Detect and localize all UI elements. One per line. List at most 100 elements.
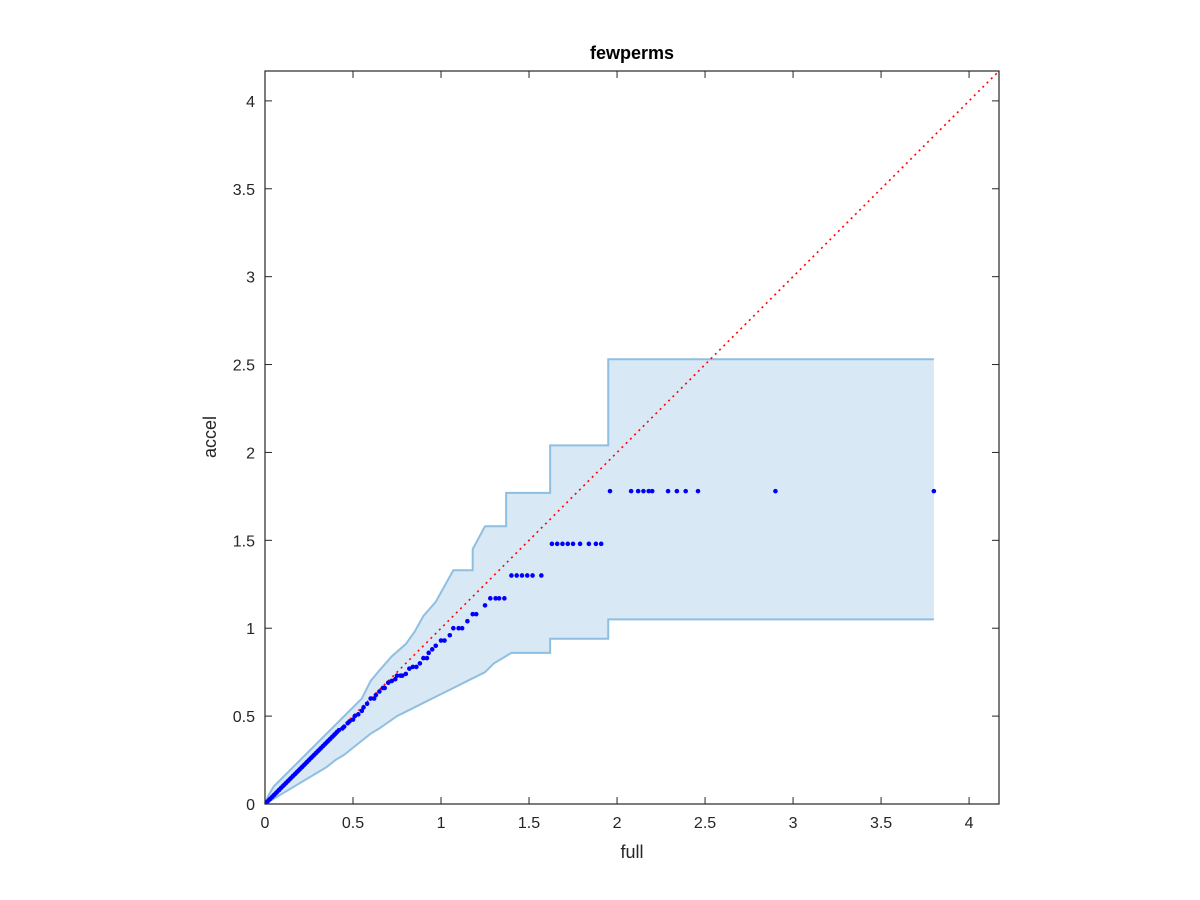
x-tick-label: 0.5 (342, 815, 364, 832)
data-point (628, 488, 634, 494)
data-point (683, 488, 688, 494)
data-point (421, 655, 426, 661)
data-point (368, 696, 373, 701)
data-point (451, 625, 456, 631)
data-point (459, 625, 465, 631)
data-point (385, 680, 391, 686)
axes (264, 70, 1000, 805)
data-point (514, 573, 520, 578)
data-point (336, 727, 342, 733)
data-point (361, 705, 366, 710)
data-point (473, 611, 479, 617)
data-point (493, 596, 498, 601)
data-point (364, 701, 370, 707)
data-point (382, 685, 387, 691)
data-point (392, 676, 398, 682)
chart-title: fewperms (590, 43, 674, 63)
band-upper-edge (264, 358, 934, 805)
data-point (438, 638, 444, 643)
x-tick-label: 3.5 (870, 815, 892, 832)
data-point (371, 696, 377, 701)
axes-box (264, 70, 1000, 805)
data-point (674, 488, 680, 494)
x-tick-label: 0 (261, 815, 270, 832)
data-point (414, 664, 419, 670)
data-point (635, 488, 641, 494)
data-point (470, 611, 476, 617)
data-point (598, 541, 604, 547)
x-axis-label: full (620, 842, 643, 862)
data-point (456, 625, 461, 631)
data-point (350, 717, 356, 722)
y-tick-label: 2.5 (233, 358, 255, 375)
data-point (442, 638, 447, 643)
x-tick-label: 2 (613, 815, 622, 832)
y-tick-label: 3 (246, 270, 255, 287)
band-lower-edge (264, 618, 934, 805)
tick-marks (264, 71, 999, 805)
x-tick-label: 4 (965, 815, 974, 832)
data-point (394, 673, 400, 678)
data-point (560, 541, 565, 547)
data-point (509, 573, 514, 578)
data-point (502, 596, 507, 601)
data-point (417, 661, 423, 666)
data-point (695, 488, 701, 494)
y-tick-label: 1 (246, 621, 255, 638)
y-tick-labels: 0 0.5 1 1.5 2 2.5 3 3.5 4 (233, 94, 255, 814)
data-point (373, 692, 379, 698)
x-tick-label: 1.5 (518, 815, 540, 832)
diagonal-line (264, 70, 1000, 805)
data-point (377, 689, 382, 694)
data-point (565, 541, 571, 547)
data-point (482, 603, 488, 608)
data-point (554, 541, 560, 547)
data-point (931, 488, 937, 494)
band-fill (265, 359, 934, 804)
data-point (646, 488, 652, 494)
x-tick-label: 1 (437, 815, 446, 832)
data-point (649, 488, 655, 494)
data-point (539, 573, 544, 578)
data-point (577, 541, 583, 547)
diagonal-reference-line (264, 70, 1000, 805)
data-point (593, 541, 599, 547)
data-point (426, 650, 431, 656)
data-point (347, 719, 352, 724)
y-tick-label: 3.5 (233, 182, 255, 199)
data-point (607, 488, 613, 494)
data-point (530, 573, 535, 578)
y-tick-label: 1.5 (233, 533, 255, 550)
data-point (570, 541, 576, 547)
data-point (410, 664, 416, 670)
x-tick-label: 2.5 (694, 815, 716, 832)
data-point (496, 596, 502, 601)
data-point (341, 724, 347, 729)
data-point (424, 655, 430, 661)
y-tick-label: 4 (246, 94, 255, 111)
data-point (447, 632, 453, 638)
data-points (264, 488, 937, 805)
x-tick-label: 3 (789, 815, 798, 832)
data-point (429, 647, 435, 652)
data-point (359, 708, 365, 714)
data-point (355, 712, 361, 717)
y-axis-label: accel (200, 416, 220, 458)
confidence-band (264, 358, 934, 805)
x-tick-labels: 0 0.5 1 1.5 2 2.5 3 3.5 4 (261, 815, 974, 832)
data-point (352, 713, 358, 719)
data-point (773, 488, 778, 494)
data-point (399, 673, 405, 678)
data-point (586, 541, 592, 547)
data-point (488, 596, 493, 601)
data-point (641, 488, 646, 494)
data-point (403, 671, 409, 677)
y-tick-label: 0 (246, 797, 255, 814)
y-tick-label: 0.5 (233, 709, 255, 726)
y-tick-label: 2 (246, 445, 255, 462)
data-point (389, 678, 395, 684)
data-point (665, 488, 671, 494)
data-point (465, 618, 470, 624)
data-point (407, 666, 412, 671)
